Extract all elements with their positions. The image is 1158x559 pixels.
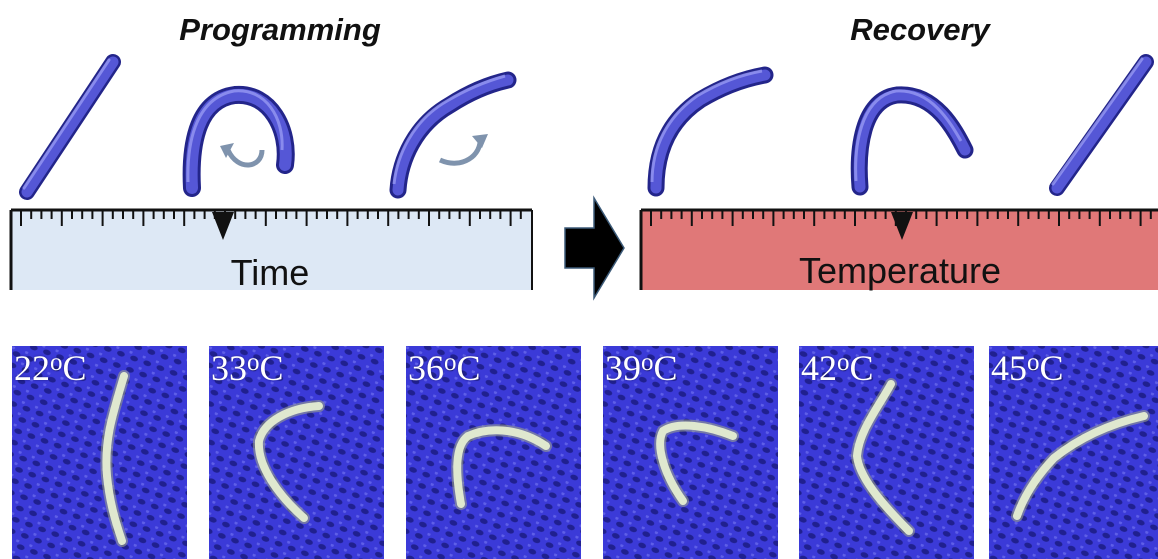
- degree-mark: o: [641, 349, 654, 376]
- temperature-label: 45oC: [991, 348, 1064, 393]
- temperature-label: 36oC: [408, 348, 481, 393]
- temperature-label: 22oC: [14, 348, 87, 393]
- degree-mark: o: [444, 349, 457, 376]
- time-scale-label: Time: [230, 252, 310, 293]
- temperature-value: 39: [605, 348, 641, 388]
- sample-photo-22: 22oC: [12, 346, 187, 559]
- rod-u-bend-recovery: [850, 86, 974, 196]
- sample-photo-45: 45oC: [989, 346, 1158, 559]
- degree-mark: o: [247, 349, 260, 376]
- rod-straight-recovery: [1049, 54, 1154, 196]
- temperature-value: 22: [14, 348, 50, 388]
- time-scale-bar: [9, 208, 533, 290]
- temperature-label: 33oC: [211, 348, 284, 393]
- curved-arrow-icon: [438, 134, 488, 166]
- temperature-label: 42oC: [801, 348, 874, 393]
- rod-l-bend-recovery: [647, 66, 774, 197]
- rod-straight-programming: [19, 54, 121, 200]
- programming-title: Programming: [179, 12, 381, 47]
- temperature-marker: [891, 212, 913, 240]
- temperature-unit: C: [849, 348, 874, 388]
- time-marker: [212, 212, 234, 240]
- degree-mark: o: [50, 349, 63, 376]
- temperature-unit: C: [62, 348, 87, 388]
- rod-l-bend-programming: [389, 71, 517, 199]
- sample-photo-36: 36oC: [406, 346, 581, 559]
- temperature-value: 33: [211, 348, 247, 388]
- degree-mark: o: [1027, 349, 1040, 376]
- rod-u-bend-programming: [182, 85, 295, 197]
- degree-mark: o: [837, 349, 850, 376]
- temperature-label: 39oC: [605, 348, 678, 393]
- sample-photo-42: 42oC: [799, 346, 974, 559]
- temperature-scale-bar: [639, 208, 1158, 290]
- temperature-unit: C: [653, 348, 678, 388]
- recovery-title: Recovery: [850, 12, 990, 47]
- sample-photo-33: 33oC: [209, 346, 384, 559]
- temperature-unit: C: [259, 348, 284, 388]
- temperature-value: 42: [801, 348, 837, 388]
- curved-arrow-icon: [220, 143, 265, 168]
- temperature-unit: C: [1039, 348, 1064, 388]
- temperature-value: 36: [408, 348, 444, 388]
- temperature-scale-label: Temperature: [798, 250, 1002, 291]
- temperature-unit: C: [456, 348, 481, 388]
- right-arrow-icon: [564, 195, 625, 301]
- temperature-value: 45: [991, 348, 1027, 388]
- sample-photo-39: 39oC: [603, 346, 778, 559]
